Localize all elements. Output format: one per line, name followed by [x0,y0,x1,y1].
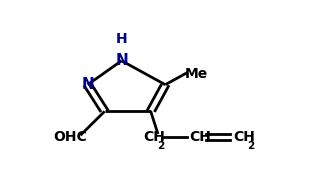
Text: CH: CH [233,130,255,144]
Text: H: H [116,32,127,46]
Text: N: N [115,53,128,68]
Text: CH: CH [190,130,211,144]
Text: CH: CH [143,130,165,144]
Text: N: N [81,77,94,92]
Text: 2: 2 [157,141,165,151]
Text: 2: 2 [247,141,254,151]
Text: Me: Me [185,67,208,81]
Text: OHC: OHC [54,130,87,144]
